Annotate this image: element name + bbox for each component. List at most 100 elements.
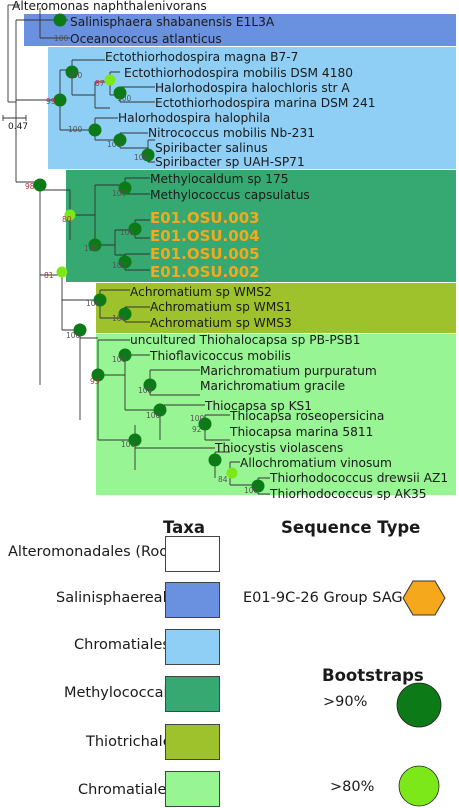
- bootstrap-value: 100: [190, 414, 205, 423]
- leaf-label: Ectothiorhodospira marina DSM 241: [155, 96, 376, 110]
- bootstrap-value: 100: [68, 125, 83, 134]
- taxa-legend-swatch: [165, 629, 220, 665]
- bootstrap-value: 100: [84, 244, 99, 253]
- node-circle-90: [118, 307, 132, 321]
- node-circle-90: [153, 403, 167, 417]
- bootstrap-value: 81: [44, 271, 54, 280]
- bootstrap-value: 84: [218, 475, 228, 484]
- node-circle-90: [143, 378, 157, 392]
- bootstrap-legend-label: >80%: [330, 779, 375, 795]
- taxa-legend-label: Methylococcales: [64, 685, 184, 701]
- leaf-label: Thiocapsa sp KS1: [204, 399, 312, 413]
- leaf-label: Salinisphaera shabanensis E1L3A: [70, 15, 275, 29]
- taxa-legend-swatch: [165, 536, 220, 572]
- bootstrap-value: 80: [62, 215, 72, 224]
- leaf-label: Thiorhodococcus sp AK35: [269, 487, 427, 500]
- bootstrap-value: 100: [112, 189, 127, 198]
- circle-icon-90: [396, 682, 442, 728]
- leaf-label: Spiribacter sp UAH-SP71: [155, 155, 305, 169]
- leaf-label: Allochromatium vinosum: [240, 456, 392, 470]
- clade-box-thiotrichales: [96, 283, 456, 333]
- sag-leaf-label: E01.OSU.003: [150, 209, 260, 227]
- bootstrap-value: 100: [107, 140, 122, 149]
- bootstrap-value: 100: [112, 261, 127, 270]
- node-circle-90: [118, 181, 132, 195]
- clade-box-chromatiales-1: [48, 47, 456, 169]
- bootstrap-value: 100: [54, 34, 69, 43]
- leaf-label: Oceanococcus atlanticus: [70, 32, 222, 46]
- node-circle-90: [208, 453, 222, 467]
- scale-label: 0.47: [8, 122, 28, 132]
- leaf-label: Achromatium sp WMS3: [150, 316, 292, 330]
- clade-box-salinisphaerales: [24, 14, 456, 46]
- taxa-legend-swatch: [165, 771, 220, 807]
- node-circle-90: [113, 133, 127, 147]
- taxa-legend-swatch: [165, 582, 220, 618]
- node-circle-90: [91, 368, 105, 382]
- node-circle-90: [141, 148, 155, 162]
- leaf-label: Thiocapsa roseopersicina: [229, 409, 384, 423]
- bootstrap-value-labels: 100 100 99 87 100 100 100 100 100 98 80 …: [25, 34, 259, 495]
- node-circle-90: [128, 222, 142, 236]
- bootstrap-value: 100: [244, 486, 259, 495]
- node-circle-90: [88, 123, 102, 137]
- leaf-label: Ectothiorhodospira mobilis DSM 4180: [124, 66, 353, 80]
- bootstrap-value: 100: [112, 314, 127, 323]
- taxa-legend-label: Salinisphaereales: [56, 590, 184, 606]
- node-circle-90: [251, 479, 265, 493]
- leaf-label: Achromatium sp WMS1: [150, 300, 292, 314]
- sequence-type-legend-title: Sequence Type: [281, 518, 421, 537]
- bootstrap-value: 87: [95, 79, 105, 88]
- node-circle-90: [118, 255, 132, 269]
- hexagon-icon: [402, 580, 446, 616]
- bootstrap-value: 100: [117, 94, 132, 103]
- bootstrap-legend-label: >90%: [323, 694, 368, 710]
- bootstrap-value: 100: [86, 299, 101, 308]
- leaf-label: Halorhodospira halochloris str A: [155, 81, 350, 95]
- leaf-label: uncultured Thiohalocapsa sp PB-PSB1: [130, 333, 361, 347]
- node-circle-90: [93, 293, 107, 307]
- leaf-label: Thiocystis violascens: [214, 441, 343, 455]
- bootstrap-value: 93: [90, 377, 100, 386]
- bootstrap-value: 98: [25, 182, 35, 191]
- node-circle-90: [113, 86, 127, 100]
- phylogenetic-tree: 0.47 Alteromonas naphthalenivorans Salin…: [2, 0, 456, 500]
- bootstrap-value: 100: [66, 331, 81, 340]
- leaf-label: Marichromatium gracile: [200, 379, 345, 393]
- bootstrap-value: 100: [134, 153, 149, 162]
- bootstrap-nodes: [33, 13, 265, 493]
- leaf-label: Ectothiorhodospira magna B7-7: [105, 50, 298, 64]
- sequence-type-label: E01-9C-26 Group SAG: [243, 590, 403, 606]
- leaf-label: Halorhodospira halophila: [118, 111, 270, 125]
- leaf-label: Achromatium sp WMS2: [130, 285, 272, 299]
- bootstrap-value: 100: [146, 411, 161, 420]
- bootstrap-value: 99: [46, 97, 56, 106]
- taxa-legend-swatch: [165, 724, 220, 760]
- node-circle-90: [198, 417, 212, 431]
- sag-leaf-label: E01.OSU.004: [150, 227, 260, 245]
- bootstrap-value: 100: [138, 386, 153, 395]
- leaf-label: Nitrococcus mobilis Nb-231: [148, 126, 315, 140]
- taxa-legend-label: Chromatiales-1: [74, 637, 185, 653]
- sag-leaf-label: E01.OSU.005: [150, 245, 260, 263]
- node-circle-90: [53, 13, 67, 27]
- bootstrap-value: 100: [120, 228, 135, 237]
- node-circle-80: [104, 74, 116, 86]
- bootstrap-value: 100: [121, 440, 136, 449]
- node-circle-90: [88, 238, 102, 252]
- taxa-legend-label: Chromatiales-2: [78, 782, 189, 798]
- leaf-labels: Alteromonas naphthalenivorans Salinispha…: [12, 0, 448, 500]
- sag-leaf-label: E01.OSU.002: [150, 263, 260, 281]
- circle-icon-80: [398, 765, 440, 807]
- bootstrap-value: 100: [68, 71, 83, 80]
- node-circle-90: [33, 178, 47, 192]
- node-circle-90: [53, 93, 67, 107]
- bootstrap-value: 92: [192, 425, 202, 434]
- leaf-label: Thioflavicoccus mobilis: [149, 349, 291, 363]
- node-circle-80: [226, 467, 238, 479]
- taxa-legend-title: Taxa: [163, 518, 206, 537]
- node-circle-80: [64, 209, 76, 221]
- bootstrap-value: 100: [112, 355, 127, 364]
- taxa-legend-label: Thiotrichales: [86, 734, 180, 750]
- leaf-label: Marichromatium purpuratum: [200, 364, 377, 378]
